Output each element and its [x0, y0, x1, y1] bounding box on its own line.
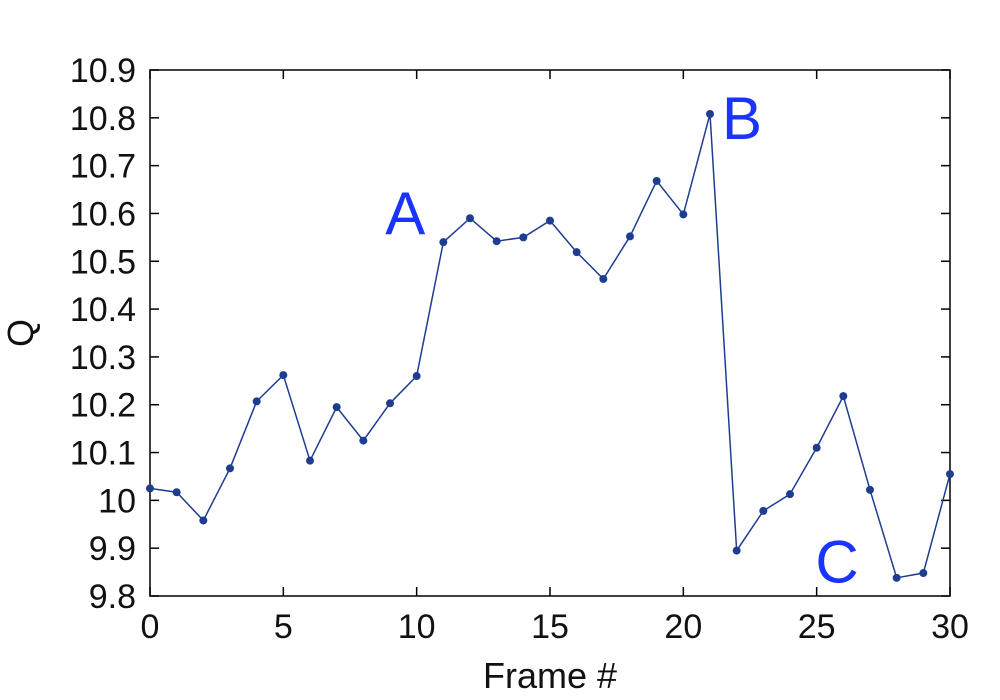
- y-tick-label: 9.8: [89, 578, 136, 616]
- data-point: [866, 485, 874, 494]
- x-tick-label: 20: [664, 608, 702, 646]
- y-tick-label: 10.5: [70, 243, 136, 281]
- data-point: [759, 506, 768, 515]
- data-point: [226, 464, 234, 473]
- x-tick-label: 15: [531, 608, 569, 646]
- annotation-layer: A B C: [385, 85, 858, 596]
- data-point: [786, 490, 794, 499]
- data-point: [919, 569, 928, 578]
- x-tick-label: 30: [931, 608, 969, 646]
- data-point: [679, 210, 688, 219]
- y-tick-label: 9.9: [89, 530, 136, 568]
- data-point: [412, 372, 421, 381]
- data-point: [279, 371, 288, 380]
- y-tick-label: 10.6: [70, 195, 136, 233]
- data-point: [652, 176, 661, 185]
- data-point: [546, 216, 554, 225]
- data-point: [706, 109, 714, 118]
- data-point: [199, 516, 208, 525]
- data-point: [572, 248, 581, 257]
- data-point: [386, 399, 394, 408]
- y-tick-label: 10: [98, 482, 136, 520]
- series-line: [149, 113, 951, 579]
- data-point: [732, 546, 741, 555]
- data-point: [466, 214, 474, 223]
- data-point: [946, 470, 954, 479]
- x-axis-title: Frame #: [483, 655, 617, 696]
- y-tick-label: 10.3: [70, 339, 136, 377]
- series-layer: [146, 109, 954, 582]
- y-tick-label: 10.9: [70, 52, 136, 90]
- annotation-label: C: [815, 529, 858, 596]
- data-point: [812, 443, 821, 452]
- data-point: [626, 232, 634, 241]
- data-point: [172, 488, 181, 497]
- x-tick-label: 0: [141, 608, 160, 646]
- data-point: [519, 233, 528, 242]
- y-tick-label: 10.1: [70, 435, 136, 473]
- y-axis: 9.8 9.9 10 10.1 10.2 10.3 10.4 10.5 10.6 10.7 10.8…: [70, 52, 950, 616]
- y-tick-label: 10.2: [70, 387, 136, 425]
- data-point: [332, 403, 341, 412]
- plot-area-border: [149, 69, 951, 597]
- annotation-label: A: [385, 180, 425, 247]
- data-point: [892, 573, 901, 582]
- data-point: [252, 397, 261, 406]
- y-tick-label: 10.4: [70, 291, 136, 329]
- data-point: [306, 456, 314, 465]
- x-axis: 0 5 10 15 20 25 30: [141, 70, 969, 646]
- x-tick-label: 25: [798, 608, 836, 646]
- data-point: [599, 274, 608, 283]
- data-point: [439, 238, 448, 247]
- plot-frame: [149, 69, 951, 597]
- data-point: [839, 392, 848, 401]
- x-tick-label: 10: [398, 608, 436, 646]
- annotation-label: B: [722, 85, 762, 152]
- data-point: [492, 237, 501, 246]
- y-tick-label: 10.7: [70, 148, 136, 186]
- data-point: [146, 484, 154, 493]
- y-axis-title: Q: [0, 319, 41, 347]
- x-tick-label: 5: [274, 608, 293, 646]
- y-tick-label: 10.8: [70, 100, 136, 138]
- data-point: [359, 436, 368, 445]
